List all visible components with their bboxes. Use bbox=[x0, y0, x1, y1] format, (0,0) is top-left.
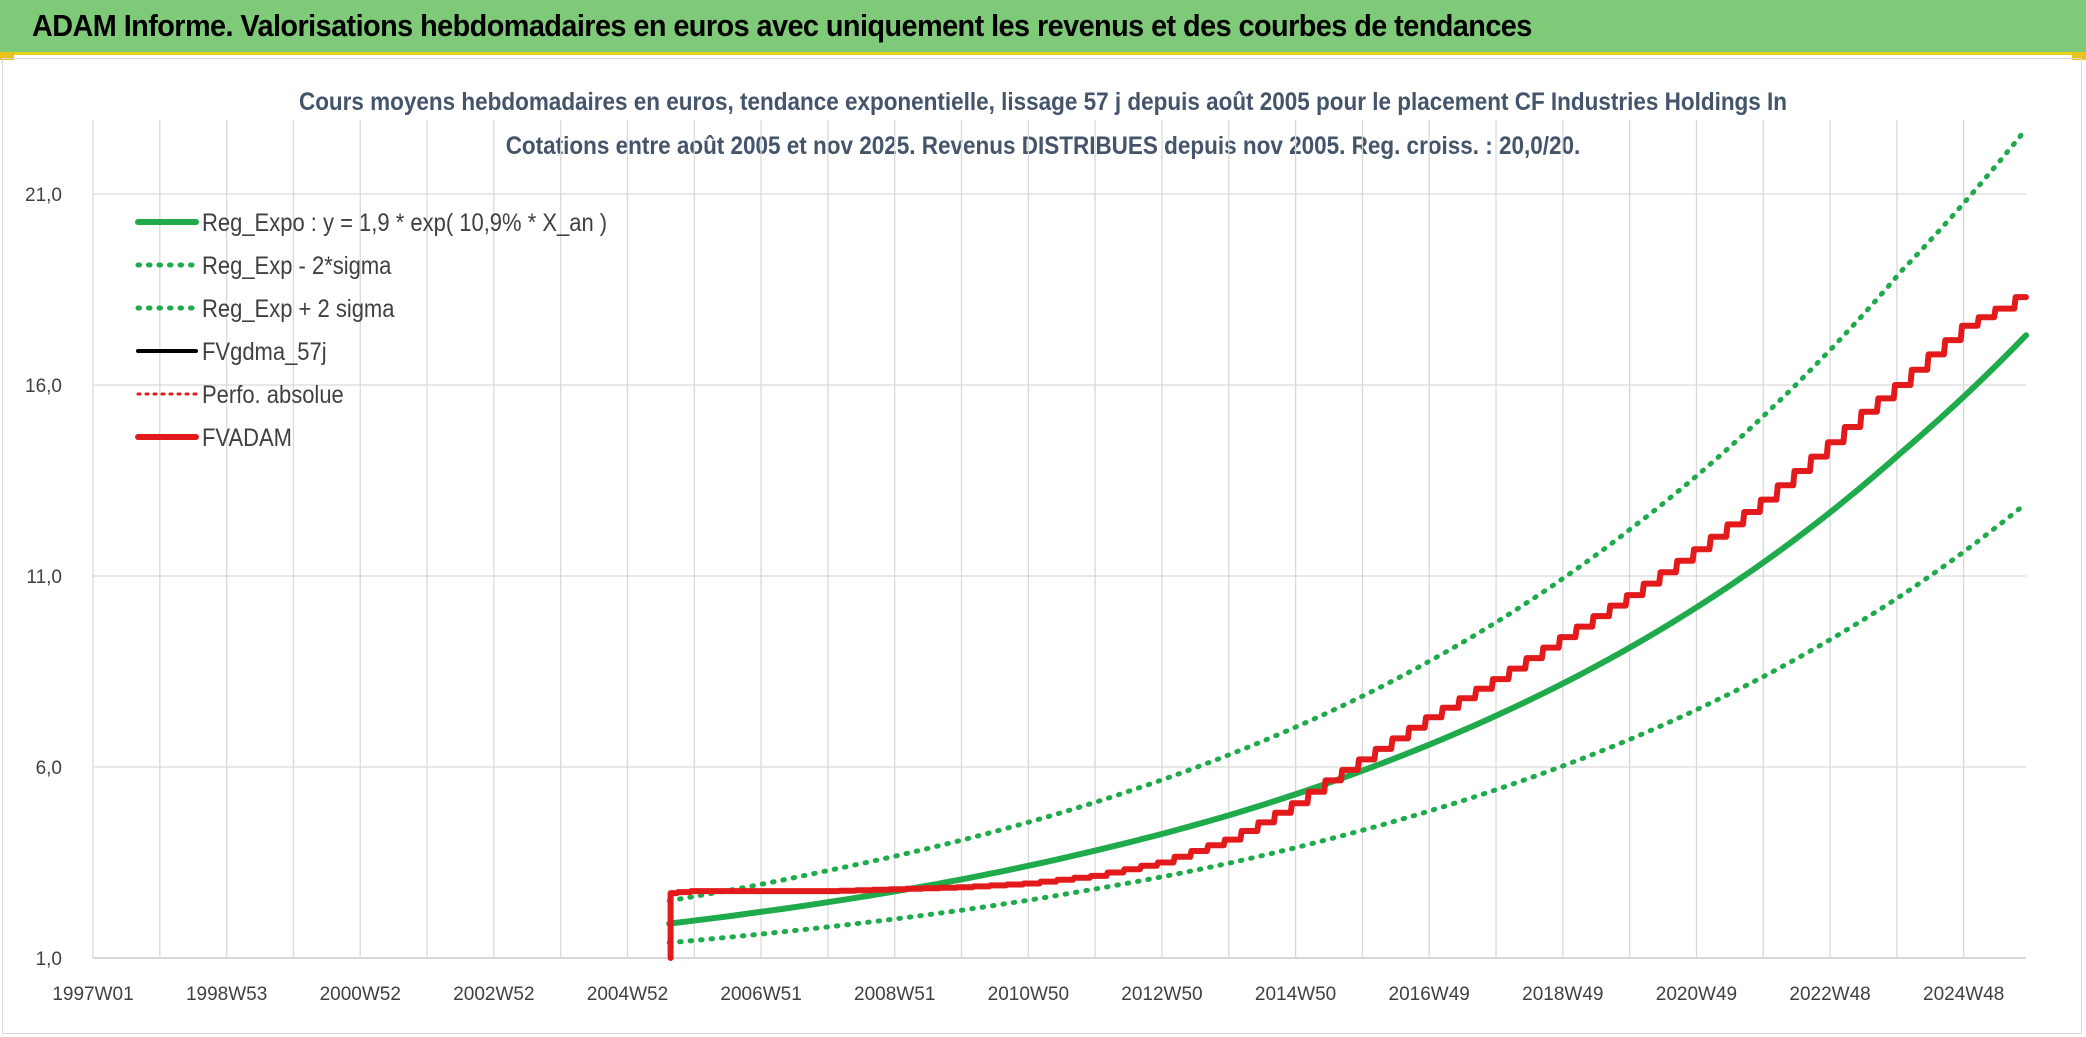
x-tick-label: 1998W53 bbox=[186, 984, 267, 1005]
legend-label-1: Reg_Exp - 2*sigma bbox=[202, 252, 392, 280]
x-tick-label: 2024W48 bbox=[1923, 984, 2004, 1005]
legend-label-2: Reg_Exp + 2 sigma bbox=[202, 295, 395, 323]
series-line-5 bbox=[667, 294, 2029, 961]
y-tick-label: 16,0 bbox=[25, 376, 62, 397]
x-tick-label: 2000W52 bbox=[320, 984, 401, 1005]
chart-frame bbox=[2, 58, 2082, 1034]
x-tick-label: 2022W48 bbox=[1789, 984, 1870, 1005]
x-tick-label: 2002W52 bbox=[453, 984, 534, 1005]
x-tick-label: 1997W01 bbox=[52, 984, 133, 1005]
x-tick-label: 2004W52 bbox=[587, 984, 668, 1005]
chart-title-line-1: Cours moyens hebdomadaires en euros, ten… bbox=[299, 88, 1787, 116]
report-banner: ADAM Informe. Valorisations hebdomadaire… bbox=[0, 0, 2086, 55]
x-tick-label: 2014W50 bbox=[1255, 984, 1336, 1005]
series-line-0 bbox=[666, 332, 2029, 927]
x-tick-label: 2006W51 bbox=[720, 984, 801, 1005]
chart-legend: Reg_Expo : y = 1,9 * exp( 10,9% * X_an )… bbox=[135, 209, 607, 452]
chart-grid bbox=[92, 120, 2026, 959]
chart-title-line-2: Cotations entre août 2005 et nov 2025. R… bbox=[506, 132, 1581, 160]
chart-series bbox=[666, 126, 2029, 961]
legend-label-0: Reg_Expo : y = 1,9 * exp( 10,9% * X_an ) bbox=[202, 209, 607, 237]
x-tick-label: 2008W51 bbox=[854, 984, 935, 1005]
corner-marker-left bbox=[0, 52, 14, 60]
legend-label-4: Perfo. absolue bbox=[202, 381, 344, 409]
series-line-1 bbox=[666, 500, 2029, 946]
report-title: ADAM Informe. Valorisations hebdomadaire… bbox=[32, 8, 1532, 43]
x-tick-label: 2016W49 bbox=[1389, 984, 1470, 1005]
chart-axes: 1,0 6,0 11,0 16,0 21,0 1997W01 1998W53 2000W52 2… bbox=[25, 185, 2004, 1005]
x-tick-label: 2010W50 bbox=[988, 984, 1069, 1005]
y-tick-label: 11,0 bbox=[26, 567, 62, 588]
corner-marker-right bbox=[2072, 52, 2086, 60]
legend-label-5: FVADAM bbox=[202, 424, 292, 452]
legend-label-3: FVgdma_57j bbox=[202, 338, 327, 366]
y-tick-label: 6,0 bbox=[36, 758, 62, 779]
x-tick-label: 2018W49 bbox=[1522, 984, 1603, 1005]
y-tick-label: 1,0 bbox=[36, 949, 62, 970]
x-tick-label: 2020W49 bbox=[1656, 984, 1737, 1005]
y-tick-label: 21,0 bbox=[25, 185, 62, 206]
series-line-2 bbox=[666, 126, 2029, 904]
x-tick-label: 2012W50 bbox=[1121, 984, 1202, 1005]
